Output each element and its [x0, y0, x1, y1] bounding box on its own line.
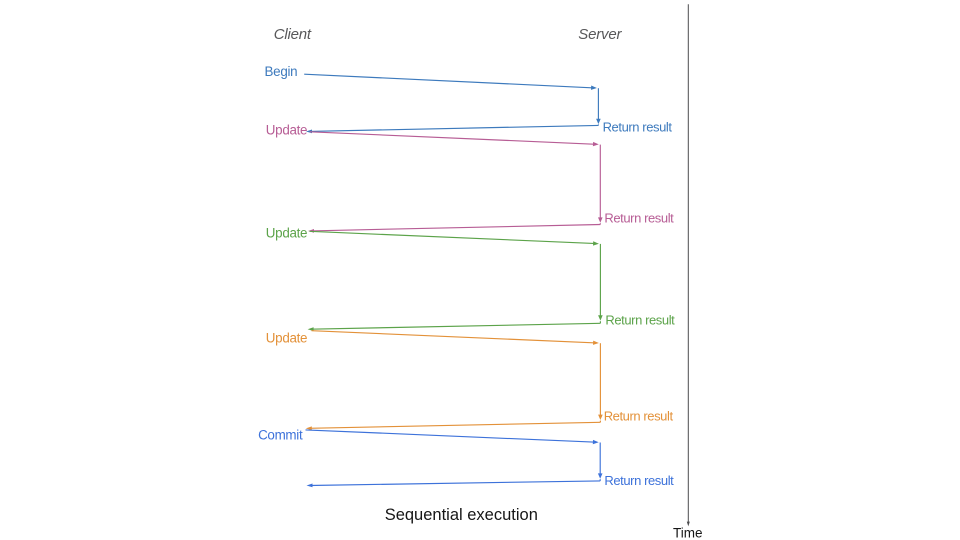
- svg-text:Return result: Return result: [604, 408, 674, 423]
- svg-text:Client: Client: [274, 26, 312, 43]
- svg-text:Update: Update: [266, 226, 307, 241]
- svg-text:Return result: Return result: [603, 119, 673, 134]
- svg-text:Update: Update: [266, 122, 307, 137]
- svg-text:Return result: Return result: [604, 211, 674, 226]
- svg-text:Begin: Begin: [265, 64, 298, 79]
- svg-text:Return result: Return result: [605, 313, 675, 328]
- svg-text:Server: Server: [578, 26, 622, 43]
- svg-text:Return result: Return result: [604, 473, 674, 488]
- svg-text:Sequential execution: Sequential execution: [385, 506, 538, 524]
- svg-text:Update: Update: [266, 331, 307, 346]
- svg-text:Time: Time: [673, 526, 703, 540]
- svg-text:Commit: Commit: [258, 427, 303, 442]
